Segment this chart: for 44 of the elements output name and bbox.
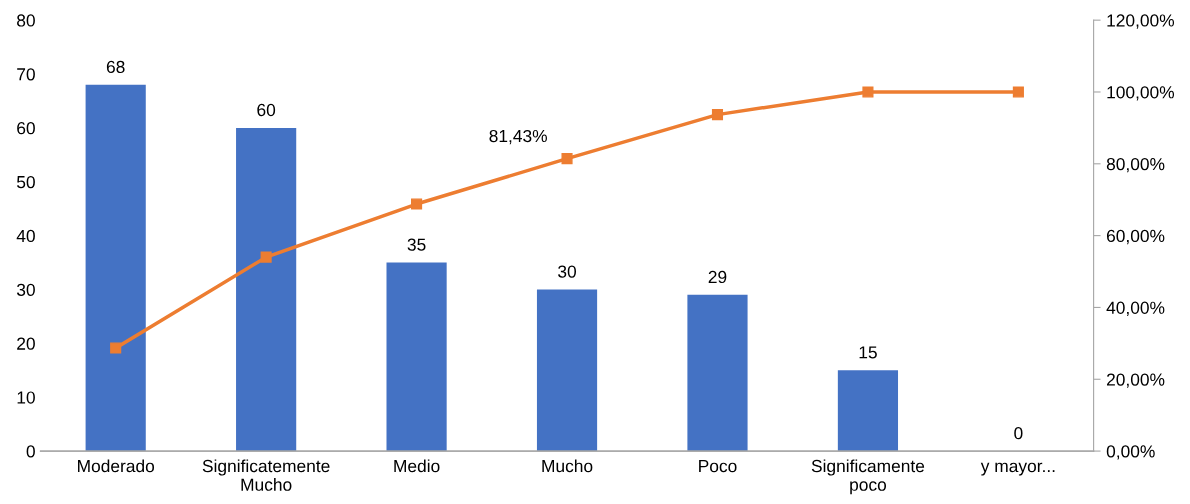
y-tick-label: 70: [17, 68, 35, 81]
point: [260, 251, 272, 263]
y-tick-label: 50: [16, 175, 35, 189]
y2-tick-label: 40,00%: [1106, 301, 1165, 316]
y2-tick-label: 120,00%: [1107, 14, 1175, 29]
x-tick-label: y mayor...: [980, 462, 1055, 476]
y2-tick-label: 60,00%: [1106, 229, 1165, 245]
bar: [85, 84, 146, 452]
point: [110, 342, 122, 354]
x-tick-label: Medio: [394, 459, 440, 473]
point: [862, 86, 874, 98]
data-label: 29: [708, 270, 727, 284]
bar: [837, 370, 899, 452]
data-label: 35: [407, 238, 426, 251]
data-label: 0: [1014, 427, 1023, 440]
y2-tick-label: 80,00%: [1106, 157, 1165, 173]
point: [561, 153, 573, 165]
data-label: 81,43%: [489, 129, 547, 145]
y2-tick-label: 100,00%: [1107, 86, 1175, 101]
point: [1012, 86, 1024, 98]
y-tick-label: 60: [17, 122, 35, 135]
data-label: 68: [106, 60, 125, 74]
x-tick-label: Significatemente Mucho: [202, 459, 330, 491]
bar: [536, 289, 598, 452]
y-tick-label: 0: [26, 445, 35, 458]
x-tick-label: Mucho: [542, 459, 593, 473]
point: [711, 109, 724, 121]
y2-tick-label: 20,00%: [1106, 373, 1165, 388]
data-label: 60: [257, 103, 276, 117]
y-tick-label: 80: [17, 14, 35, 27]
x-tick-label: Moderado: [78, 459, 155, 473]
y2-tick-label: 0,00%: [1106, 445, 1155, 460]
data-label: 15: [859, 346, 877, 359]
x-tick-label: Significamente poco: [811, 459, 925, 495]
bar: [687, 294, 748, 452]
y-tick-label: 40: [16, 229, 35, 243]
bar: [386, 262, 447, 452]
data-label: 30: [558, 265, 577, 278]
x-tick-label: Poco: [699, 460, 737, 473]
y-tick-label: 20: [17, 337, 35, 350]
point: [411, 198, 423, 210]
bar: [236, 127, 297, 452]
y-tick-label: 10: [17, 391, 35, 404]
y-tick-label: 30: [16, 283, 35, 296]
